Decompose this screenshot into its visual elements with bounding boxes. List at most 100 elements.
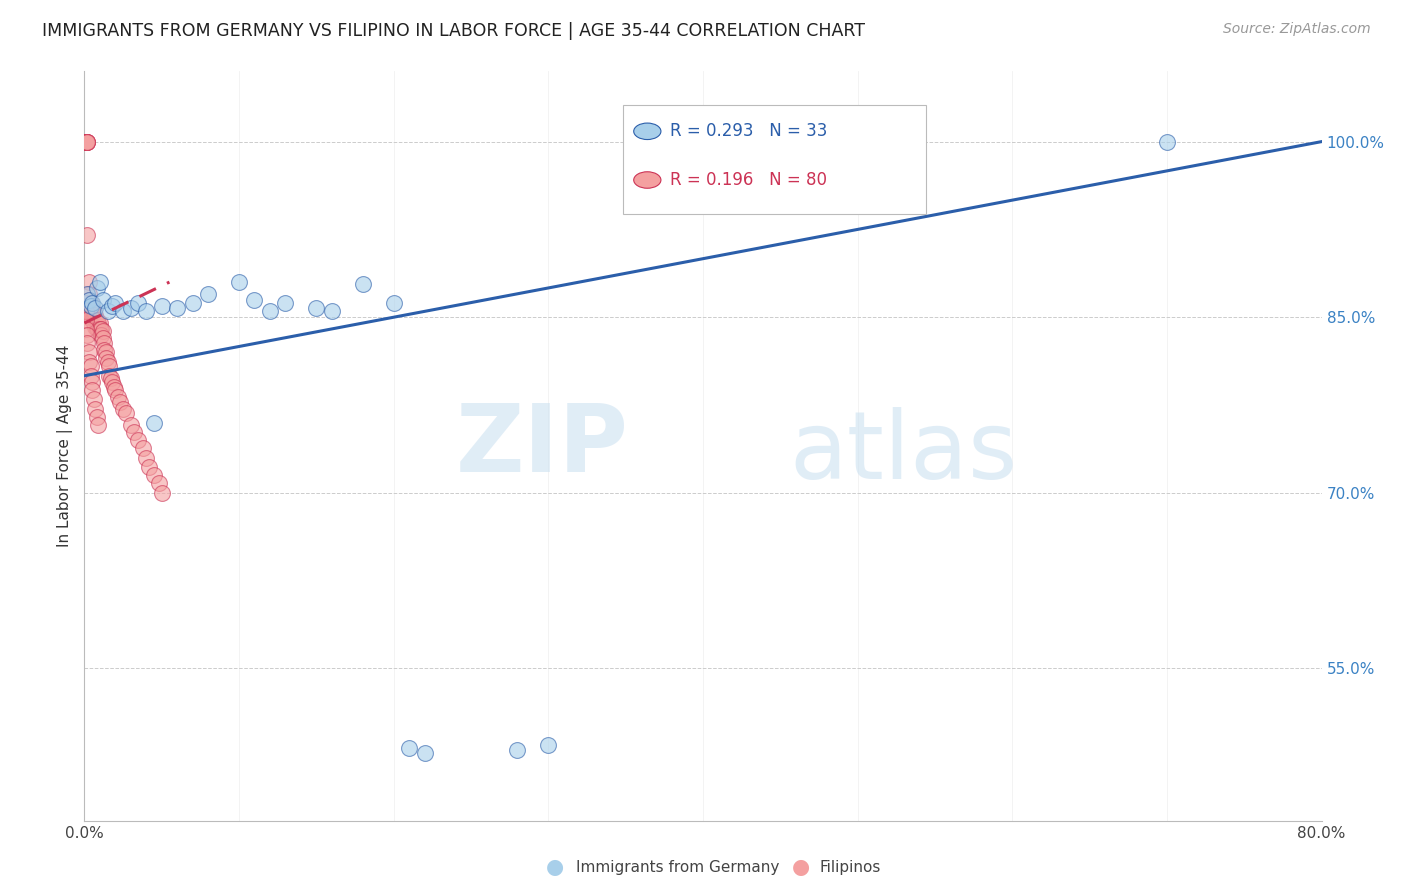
Point <box>82 375 104 389</box>
Point <box>305 301 328 315</box>
Point <box>77 299 100 313</box>
Point <box>75 135 97 149</box>
Point <box>98 368 121 383</box>
Point <box>101 375 124 389</box>
Point <box>120 301 142 315</box>
Point <box>77 286 100 301</box>
Point <box>112 401 135 416</box>
Point <box>89 275 111 289</box>
Point <box>79 296 101 310</box>
Text: Source: ZipAtlas.com: Source: ZipAtlas.com <box>1223 22 1371 37</box>
Point <box>166 301 188 315</box>
Point <box>76 327 98 342</box>
Point <box>76 135 98 149</box>
Point <box>138 460 160 475</box>
Point <box>398 741 420 756</box>
Point <box>103 380 125 394</box>
Point <box>90 327 112 342</box>
Point <box>89 322 111 336</box>
Point <box>82 304 104 318</box>
Point <box>76 286 98 301</box>
Point <box>82 383 104 397</box>
Point <box>93 343 115 357</box>
Point <box>100 371 122 385</box>
Point <box>82 301 104 315</box>
Point <box>537 738 560 752</box>
Text: atlas: atlas <box>790 408 1018 500</box>
Point <box>79 359 101 374</box>
Point <box>76 336 98 351</box>
Point <box>413 746 436 760</box>
Point <box>84 401 107 416</box>
Point <box>128 433 150 447</box>
Point <box>91 293 114 307</box>
Point <box>84 301 107 315</box>
Point <box>79 301 101 315</box>
Point <box>115 406 138 420</box>
Point <box>91 331 114 345</box>
Point <box>86 312 108 326</box>
Point <box>132 442 155 456</box>
Point <box>82 308 104 322</box>
Point <box>77 293 100 307</box>
Point <box>91 324 114 338</box>
Point <box>75 135 97 149</box>
Point <box>243 293 266 307</box>
Point <box>75 304 97 318</box>
Point <box>120 417 142 432</box>
Point <box>76 228 98 243</box>
Point <box>112 304 135 318</box>
Point <box>77 345 100 359</box>
Point <box>143 416 166 430</box>
Point <box>104 296 127 310</box>
Point <box>97 304 120 318</box>
Text: ●: ● <box>793 857 810 877</box>
Point <box>87 417 110 432</box>
Point <box>79 368 101 383</box>
Point <box>84 312 107 326</box>
Point <box>143 468 166 483</box>
Point <box>83 304 105 318</box>
Point <box>135 304 157 318</box>
Text: ●: ● <box>547 857 564 877</box>
Text: ZIP: ZIP <box>456 400 628 492</box>
Point <box>197 286 219 301</box>
Point <box>89 316 111 330</box>
Point <box>83 392 105 407</box>
Point <box>107 390 129 404</box>
Point <box>90 322 112 336</box>
Point <box>87 316 110 330</box>
Point <box>352 277 374 292</box>
Text: R = 0.293   N = 33: R = 0.293 N = 33 <box>669 122 827 140</box>
Y-axis label: In Labor Force | Age 35-44: In Labor Force | Age 35-44 <box>58 345 73 547</box>
Point <box>75 135 97 149</box>
Point <box>75 296 97 310</box>
Text: IMMIGRANTS FROM GERMANY VS FILIPINO IN LABOR FORCE | AGE 35-44 CORRELATION CHART: IMMIGRANTS FROM GERMANY VS FILIPINO IN L… <box>42 22 865 40</box>
Point <box>1156 135 1178 149</box>
Point <box>77 275 100 289</box>
Point <box>77 355 100 369</box>
Point <box>86 322 108 336</box>
Point <box>82 296 104 310</box>
Point <box>150 299 173 313</box>
Text: Immigrants from Germany: Immigrants from Germany <box>576 860 780 874</box>
Point <box>75 135 97 149</box>
Point <box>108 394 131 409</box>
Point <box>87 322 110 336</box>
Point <box>274 296 297 310</box>
Point <box>84 319 107 334</box>
Point <box>148 476 170 491</box>
Point <box>77 304 100 318</box>
Point <box>128 296 150 310</box>
Point <box>135 450 157 465</box>
Point <box>98 359 121 374</box>
Point <box>104 383 127 397</box>
Point <box>79 304 101 318</box>
Point <box>86 281 108 295</box>
Point <box>76 135 98 149</box>
Point <box>94 345 117 359</box>
Point <box>101 299 124 313</box>
Point <box>79 299 101 313</box>
Point <box>382 296 405 310</box>
Text: R = 0.196   N = 80: R = 0.196 N = 80 <box>669 171 827 189</box>
